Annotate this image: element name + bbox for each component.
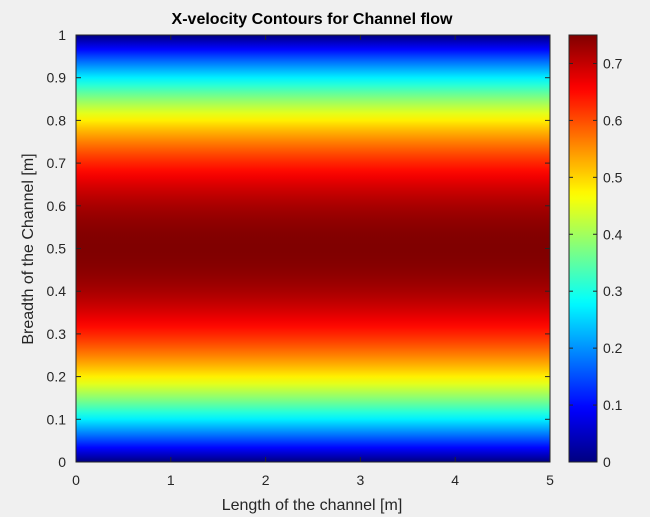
y-tick-label: 0.9	[47, 70, 67, 86]
colorbar-tick-label: 0.4	[603, 226, 623, 242]
colorbar-tick-label: 0.2	[603, 340, 623, 356]
colorbar-tick-label: 0.3	[603, 283, 623, 299]
x-axis-ticks: 0 1 2 3 4 5	[72, 35, 554, 488]
y-tick-label: 0.2	[47, 369, 67, 385]
y-tick-label: 0.3	[47, 326, 67, 342]
colorbar-tick-label: 0.6	[603, 112, 623, 128]
x-tick-label: 2	[262, 472, 270, 488]
x-tick-label: 4	[451, 472, 459, 488]
y-tick-label: 0	[58, 454, 66, 470]
colorbar	[569, 35, 597, 462]
colorbar-frame	[568, 34, 598, 463]
x-axis-title: Length of the channel [m]	[222, 497, 403, 514]
contour-plot-area	[76, 35, 550, 462]
y-tick-label: 1	[58, 27, 66, 43]
chart-title: X-velocity Contours for Channel flow	[172, 11, 453, 28]
y-axis-title: Breadth of the Channel [m]	[20, 153, 37, 344]
x-tick-label: 0	[72, 472, 80, 488]
x-tick-label: 3	[357, 472, 365, 488]
colorbar-tick-label: 0.1	[603, 397, 623, 413]
x-tick-label: 5	[546, 472, 554, 488]
x-tick-label: 1	[167, 472, 175, 488]
y-axis-ticks: 0 0.1 0.2 0.3 0.4 0.5 0.6 0.7 0.8 0.9 1	[47, 27, 550, 470]
colorbar-tick-label: 0.7	[603, 55, 623, 71]
y-tick-label: 0.5	[47, 241, 67, 257]
colorbar-tick-label: 0.5	[603, 169, 623, 185]
colorbar-ticks: 0 0.1 0.2 0.3 0.4 0.5 0.6 0.7	[569, 55, 623, 470]
y-tick-label: 0.1	[47, 411, 67, 427]
y-tick-label: 0.7	[47, 155, 67, 171]
colorbar-tick-label: 0	[603, 454, 611, 470]
y-tick-label: 0.6	[47, 198, 67, 214]
y-tick-label: 0.4	[47, 283, 67, 299]
y-tick-label: 0.8	[47, 112, 67, 128]
